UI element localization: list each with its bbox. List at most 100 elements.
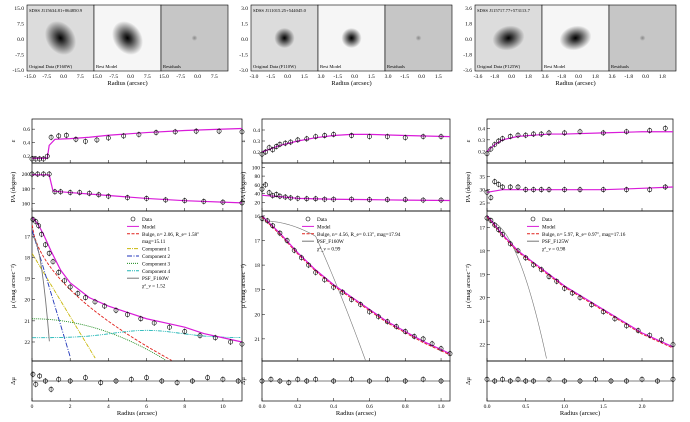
xtick-label: 0 — [31, 404, 34, 410]
image-xtick: 0.0 — [642, 74, 649, 80]
object-name: SDSS J115717.77+573113.7 — [477, 8, 531, 13]
legend-entry: χ²_ν = 0.99 — [317, 247, 341, 253]
legend-entry: Component 4 — [142, 269, 171, 275]
ylabel: Δμ — [10, 377, 17, 385]
image-xtick: 0.0 — [418, 74, 425, 80]
image-xtick: 0.0 — [194, 74, 201, 80]
ytick-label: 80 — [255, 174, 261, 180]
legend-entry: Model — [142, 224, 156, 230]
model-curve — [261, 133, 451, 153]
image-ytick: -7.5 — [15, 53, 24, 59]
subplot-frame — [261, 118, 451, 164]
ytick-label: 18 — [480, 249, 486, 255]
image-xtick: -1.5 — [400, 74, 409, 80]
legend-marker — [130, 216, 136, 222]
image-xtick: 3.6 — [542, 74, 549, 80]
ytick-label: 16 — [255, 214, 261, 220]
xlabel: Radius (arcsec) — [117, 410, 157, 417]
ylabel: ε — [10, 139, 17, 142]
image-xtick: -7.5 — [42, 74, 51, 80]
legend-entry: Data — [542, 217, 552, 223]
ytick-label: 60 — [255, 183, 261, 189]
ytick-label: 40 — [255, 192, 261, 198]
image-ytick: -3.0 — [239, 68, 248, 74]
xtick-label: 8 — [183, 404, 186, 410]
galaxy-blob — [492, 25, 525, 51]
image-xtick: 0.0 — [508, 74, 515, 80]
image-ytick: 1.8 — [465, 22, 472, 28]
image-xtick: -3.0 — [250, 74, 259, 80]
image-xtick: 1.5 — [368, 74, 375, 80]
subplot-frame — [486, 118, 674, 164]
xtick-label: 0.2 — [294, 404, 301, 410]
image-xtick: 1.8 — [592, 74, 599, 80]
image-ytick: 15.0 — [14, 6, 24, 12]
ylabel: PA (degree) — [465, 172, 472, 203]
image-xtick: 0.0 — [284, 74, 291, 80]
ytick-label: 21 — [480, 319, 486, 325]
image-ytick: -3.6 — [463, 68, 472, 74]
ylabel: μ (mag arcsec⁻²) — [10, 264, 17, 308]
legend-entry: Model — [317, 224, 331, 230]
galaxy-blob — [45, 21, 76, 55]
image-ytick: -1.5 — [239, 53, 248, 59]
image-label: Best Model — [320, 64, 342, 69]
xlabel: Radius (arcsec) — [560, 410, 600, 417]
ylabel: ε — [465, 139, 472, 142]
image-label: Original Data (F160W) — [29, 64, 73, 69]
image-xtick: -3.6 — [474, 74, 483, 80]
image-xlabel: Radius (arcsec) — [331, 80, 371, 87]
image-xtick: 15.0 — [159, 74, 169, 80]
galaxy-blob — [274, 28, 295, 48]
ytick-label: 35 — [480, 174, 486, 180]
ytick-label: 30 — [480, 188, 486, 194]
xtick-label: 0.8 — [402, 404, 409, 410]
image-xtick: 0.0 — [575, 74, 582, 80]
image-label: Best Model — [96, 64, 118, 69]
subplot-frame — [31, 162, 243, 212]
image-xtick: -1.5 — [266, 74, 275, 80]
image-label: Residuals — [387, 64, 405, 69]
xtick-label: 1.5 — [600, 404, 607, 410]
image-xtick: -7.5 — [109, 74, 118, 80]
legend-entry: Bulge, n= 5.97, R_e= 0.97", mag=17.16 — [542, 232, 626, 238]
xtick-label: 0.4 — [330, 404, 337, 410]
ytick-label: 160 — [22, 202, 31, 208]
legend-marker — [530, 216, 536, 222]
image-strip-right: Original Data (F125W) Best Model Residuals… — [463, 4, 677, 87]
image-xtick: 7.5 — [77, 74, 84, 80]
bulge-curve — [261, 216, 451, 356]
legend-entry: PSF_F160W — [317, 239, 344, 245]
image-xtick: 15.0 — [92, 74, 102, 80]
image-ytick: 1.5 — [241, 22, 248, 28]
ytick-label: 19 — [480, 272, 486, 278]
image-ytick: 7.5 — [17, 22, 24, 28]
image-xtick: 0.0 — [127, 74, 134, 80]
image-xtick: -1.8 — [490, 74, 499, 80]
xtick-label: 1.0 — [438, 404, 445, 410]
galaxy-blob — [112, 21, 143, 55]
ytick-label: 100 — [252, 165, 261, 171]
image-xtick: 1.8 — [659, 74, 666, 80]
galaxy-blob — [415, 35, 422, 41]
psf-curve — [261, 220, 366, 361]
image-xtick: -1.8 — [624, 74, 633, 80]
ytick-label: 0.4 — [253, 128, 260, 134]
image-xtick: -15.0 — [24, 74, 36, 80]
ytick-label: 17 — [480, 225, 486, 231]
xtick-label: 2 — [69, 404, 72, 410]
ytick-label: 0.2 — [253, 150, 260, 156]
image-xtick: 7.5 — [211, 74, 218, 80]
ytick-label: 0.6 — [23, 127, 30, 133]
profile-chart-right: 0.2 0.3 0.4 ε 25 30 35 PA (degree) 17 18 19 20 21 22 μ… — [465, 118, 676, 417]
model-curve — [31, 216, 243, 343]
component4-curve — [32, 329, 241, 339]
xtick-label: 1.0 — [561, 404, 568, 410]
image-xtick: -7.5 — [176, 74, 185, 80]
image-label: Original Data (F125W) — [477, 64, 521, 69]
image-xlabel: Radius (arcsec) — [107, 80, 147, 87]
model-image — [93, 4, 162, 72]
image-xtick: 1.8 — [525, 74, 532, 80]
